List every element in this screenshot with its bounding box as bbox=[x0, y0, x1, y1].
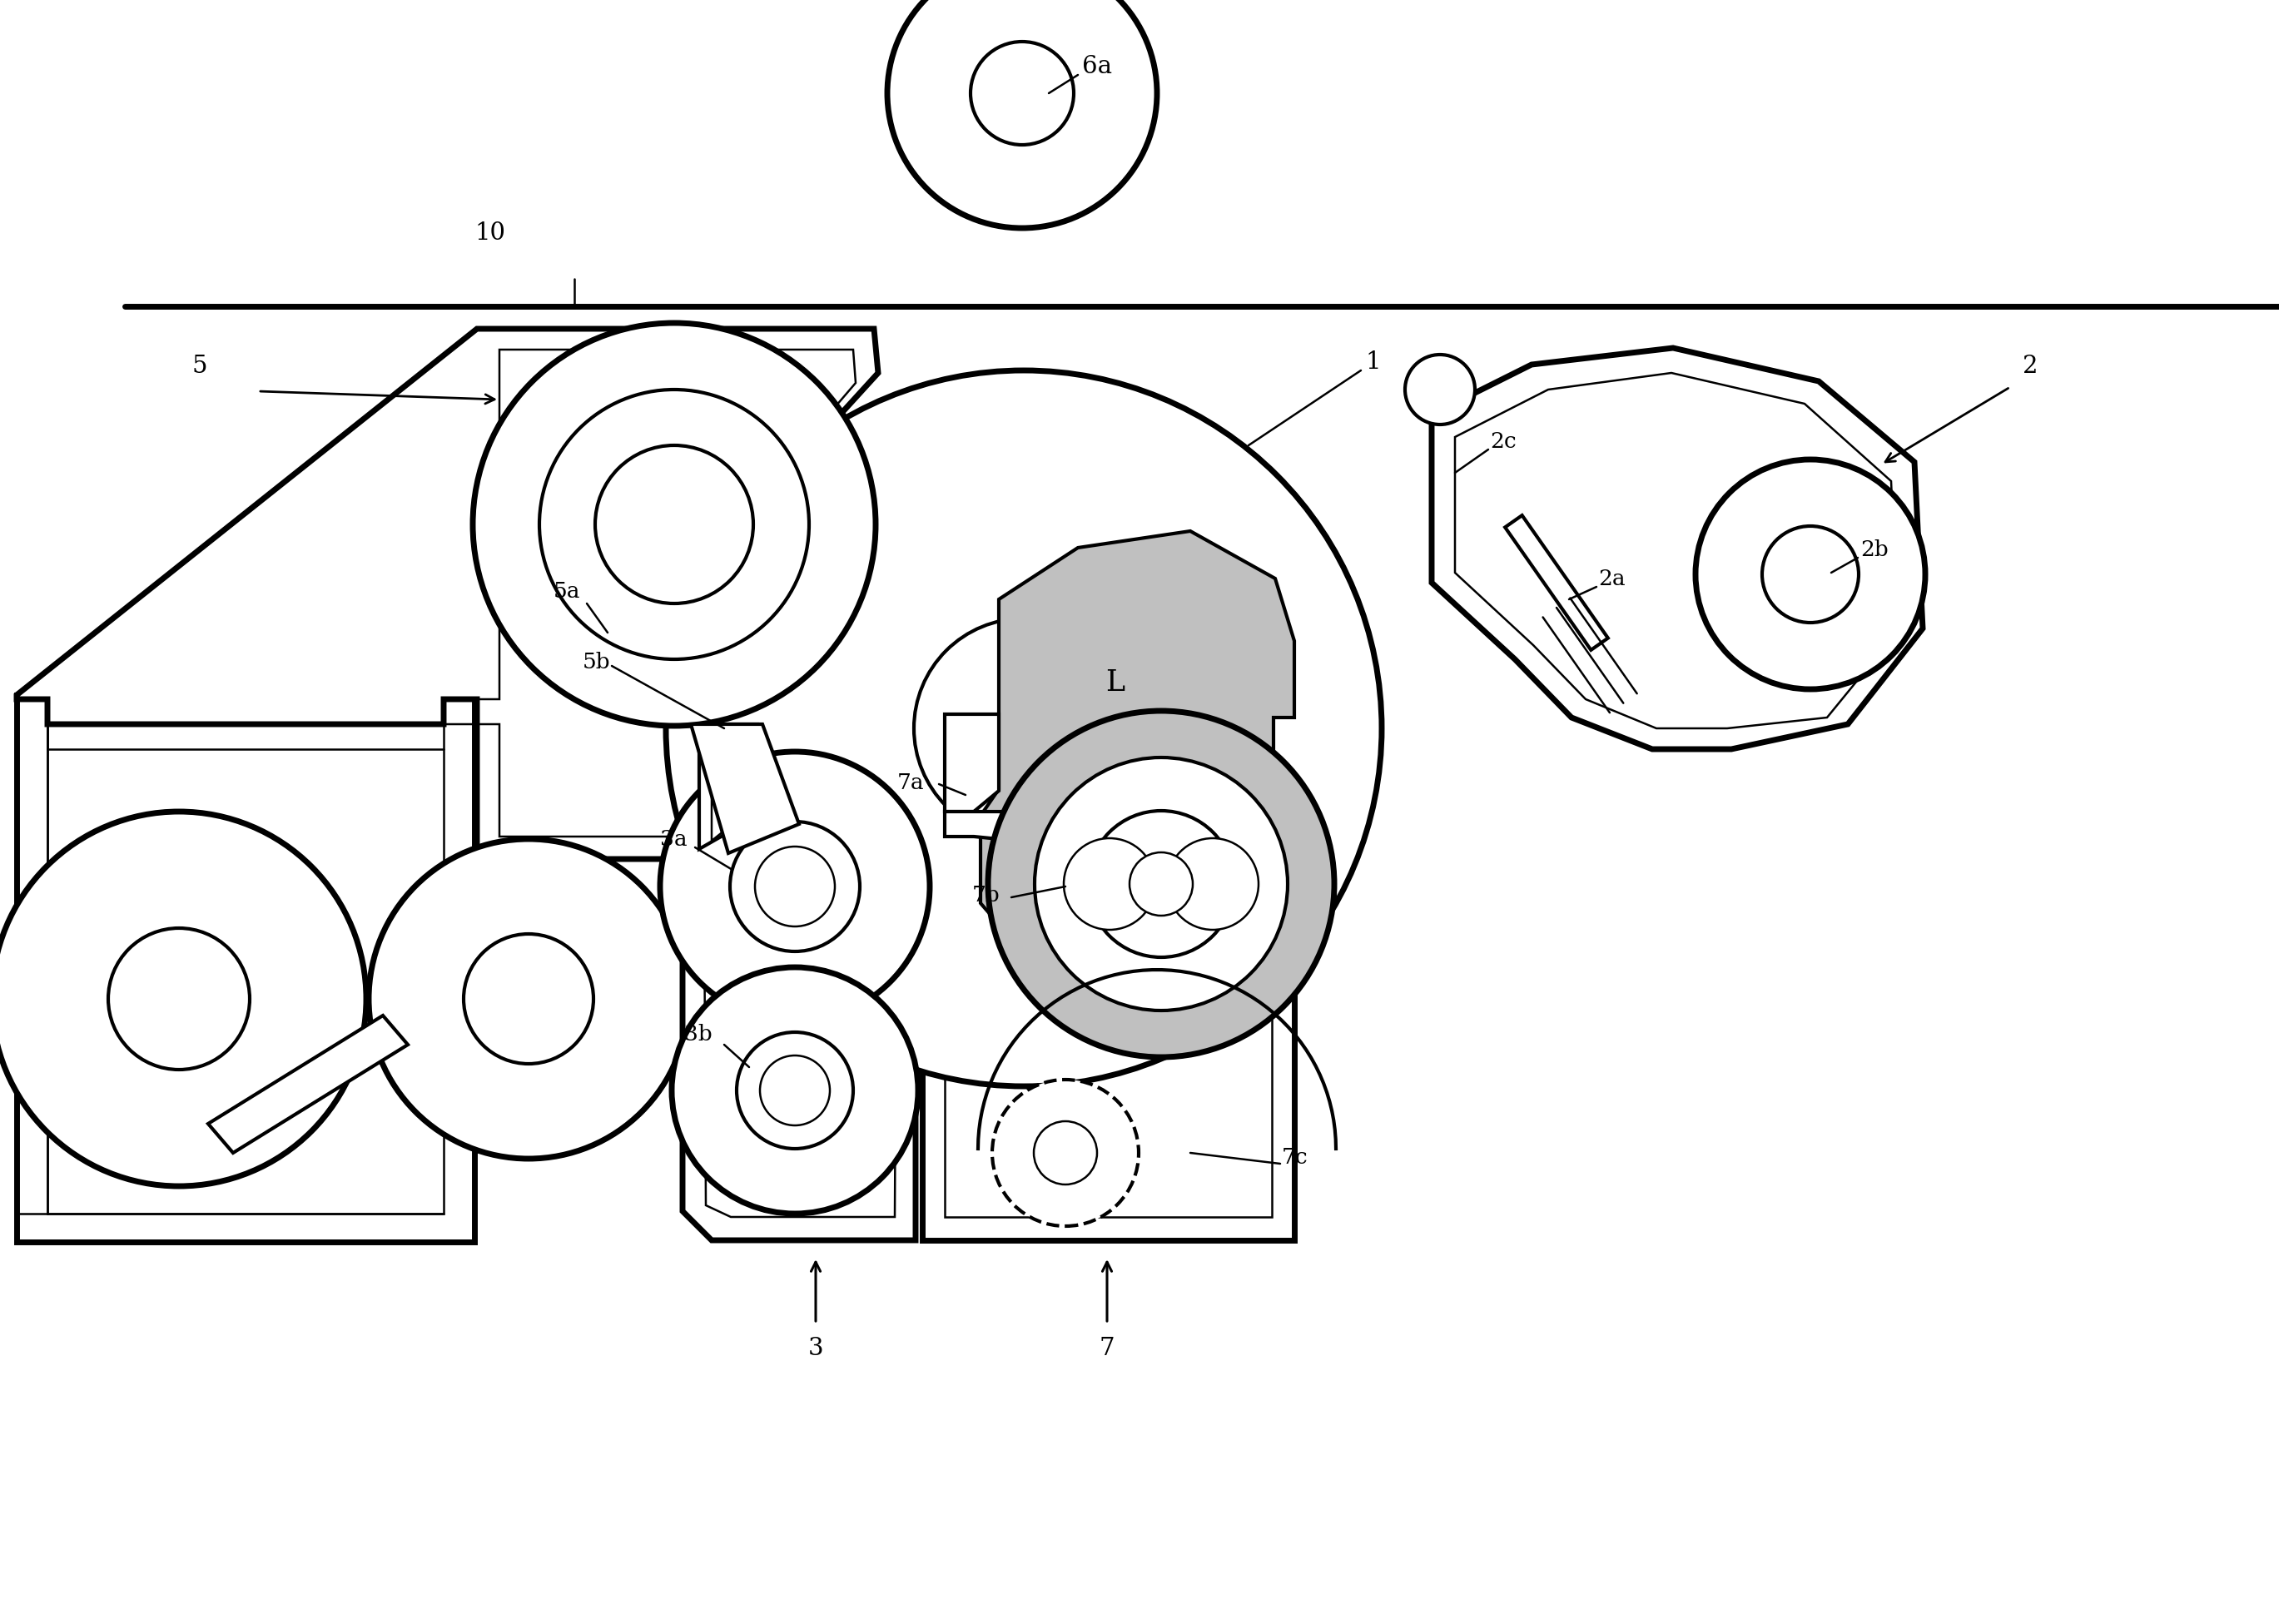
Text: 3a: 3a bbox=[661, 828, 688, 849]
Polygon shape bbox=[946, 812, 1089, 840]
Circle shape bbox=[1167, 838, 1258, 931]
Text: 7c: 7c bbox=[1281, 1147, 1308, 1168]
Circle shape bbox=[1130, 853, 1192, 916]
Polygon shape bbox=[923, 695, 1294, 1241]
Circle shape bbox=[914, 619, 1133, 838]
Polygon shape bbox=[980, 531, 1294, 970]
Circle shape bbox=[1406, 354, 1475, 424]
Circle shape bbox=[107, 929, 251, 1070]
Circle shape bbox=[472, 323, 875, 726]
Circle shape bbox=[887, 0, 1158, 227]
Circle shape bbox=[665, 370, 1381, 1086]
Text: 6a: 6a bbox=[1083, 55, 1112, 78]
Polygon shape bbox=[1431, 348, 1923, 749]
Circle shape bbox=[1696, 460, 1926, 689]
Circle shape bbox=[369, 840, 688, 1158]
Polygon shape bbox=[16, 328, 877, 859]
Circle shape bbox=[1087, 810, 1235, 957]
Text: 3: 3 bbox=[809, 1337, 823, 1361]
Text: 3b: 3b bbox=[684, 1023, 713, 1044]
Circle shape bbox=[759, 1056, 830, 1125]
Text: 2b: 2b bbox=[1860, 539, 1889, 560]
Circle shape bbox=[463, 934, 593, 1064]
Circle shape bbox=[0, 812, 367, 1186]
Text: 7b: 7b bbox=[973, 885, 1000, 905]
Text: 7: 7 bbox=[1098, 1337, 1114, 1361]
Circle shape bbox=[991, 1080, 1140, 1226]
Polygon shape bbox=[700, 724, 757, 849]
Text: L: L bbox=[1105, 669, 1126, 697]
Circle shape bbox=[1762, 526, 1860, 622]
Text: 5b: 5b bbox=[583, 651, 611, 672]
Circle shape bbox=[672, 968, 918, 1213]
Polygon shape bbox=[207, 1015, 408, 1153]
Text: 1: 1 bbox=[1365, 351, 1381, 374]
Circle shape bbox=[661, 752, 930, 1021]
Text: 2c: 2c bbox=[1490, 430, 1516, 451]
Text: 5a: 5a bbox=[554, 581, 581, 601]
Circle shape bbox=[1035, 757, 1288, 1010]
Polygon shape bbox=[1504, 515, 1609, 650]
Polygon shape bbox=[691, 724, 800, 853]
Circle shape bbox=[989, 711, 1333, 1057]
Circle shape bbox=[1064, 838, 1155, 931]
Circle shape bbox=[595, 445, 754, 604]
Circle shape bbox=[736, 1033, 852, 1148]
Text: 2a: 2a bbox=[1598, 568, 1625, 590]
Circle shape bbox=[1035, 1121, 1096, 1184]
Circle shape bbox=[670, 375, 1377, 1082]
Circle shape bbox=[729, 822, 859, 952]
Polygon shape bbox=[946, 715, 998, 812]
Circle shape bbox=[971, 42, 1073, 145]
Polygon shape bbox=[16, 695, 474, 1242]
Circle shape bbox=[754, 846, 834, 926]
Text: 7a: 7a bbox=[898, 771, 925, 793]
Text: 10: 10 bbox=[474, 221, 506, 245]
Circle shape bbox=[540, 390, 809, 659]
Text: 2: 2 bbox=[2024, 354, 2037, 378]
Polygon shape bbox=[681, 695, 916, 1241]
Text: 5: 5 bbox=[191, 354, 207, 378]
